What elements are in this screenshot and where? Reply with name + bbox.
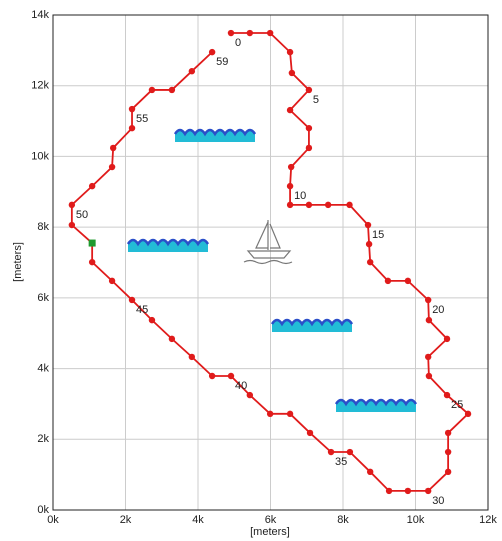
point xyxy=(365,222,371,228)
point-label: 15 xyxy=(372,229,384,241)
point xyxy=(426,373,432,379)
point-label: 35 xyxy=(335,456,347,468)
point xyxy=(385,278,391,284)
point xyxy=(267,411,273,417)
current-position xyxy=(89,240,96,247)
x-tick-label: 6k xyxy=(265,514,277,526)
y-tick-label: 4k xyxy=(37,362,49,374)
point xyxy=(209,373,215,379)
point xyxy=(445,449,451,455)
point xyxy=(209,49,215,55)
point xyxy=(109,278,115,284)
point xyxy=(129,125,135,131)
point xyxy=(444,336,450,342)
point xyxy=(287,202,293,208)
point-label: 50 xyxy=(76,209,88,221)
x-tick-label: 8k xyxy=(337,514,349,526)
point xyxy=(129,297,135,303)
point xyxy=(247,392,253,398)
y-tick-label: 14k xyxy=(31,9,49,21)
point xyxy=(347,449,353,455)
chart: [meters] [meters] 0k 2k 4k 6k 8k 10k 12k 0k 2k 4k… xyxy=(0,0,502,541)
y-axis-label: [meters] xyxy=(12,242,24,282)
point xyxy=(425,354,431,360)
point-label: 25 xyxy=(451,399,463,411)
point xyxy=(228,30,234,36)
point xyxy=(325,202,331,208)
water-icon xyxy=(272,320,352,332)
point xyxy=(465,411,471,417)
point-label: 59 xyxy=(216,56,228,68)
point xyxy=(287,107,293,113)
point xyxy=(289,70,295,76)
point xyxy=(267,30,273,36)
point-label: 10 xyxy=(294,190,306,202)
point xyxy=(288,164,294,170)
y-tick-label: 8k xyxy=(37,221,49,233)
y-tick-label: 0k xyxy=(37,504,49,516)
point xyxy=(367,469,373,475)
point xyxy=(445,469,451,475)
point xyxy=(306,125,312,131)
point xyxy=(425,488,431,494)
water-icon xyxy=(175,130,255,142)
point xyxy=(169,336,175,342)
point xyxy=(405,278,411,284)
point xyxy=(426,317,432,323)
y-tick-label: 12k xyxy=(31,80,49,92)
point xyxy=(346,202,352,208)
x-axis-label: [meters] xyxy=(250,526,290,538)
point xyxy=(367,259,373,265)
y-tick-label: 10k xyxy=(31,150,49,162)
point xyxy=(306,145,312,151)
point-label: 30 xyxy=(432,495,444,507)
point xyxy=(129,106,135,112)
point xyxy=(169,87,175,93)
x-tick-label: 0k xyxy=(47,514,59,526)
water-icon xyxy=(128,240,208,252)
point-label: 45 xyxy=(136,304,148,316)
point-label: 40 xyxy=(235,380,247,392)
water-icon xyxy=(336,400,416,412)
point xyxy=(425,297,431,303)
point xyxy=(228,373,234,379)
sailboat-icon xyxy=(244,220,292,264)
point xyxy=(386,488,392,494)
y-tick-label: 2k xyxy=(37,433,49,445)
point-label: 5 xyxy=(313,94,319,106)
point xyxy=(149,87,155,93)
point xyxy=(405,488,411,494)
point xyxy=(89,183,95,189)
point xyxy=(307,430,313,436)
x-tick-label: 4k xyxy=(192,514,204,526)
point xyxy=(69,202,75,208)
point xyxy=(306,87,312,93)
point xyxy=(445,430,451,436)
point xyxy=(247,30,253,36)
point xyxy=(287,49,293,55)
point xyxy=(444,392,450,398)
point xyxy=(189,68,195,74)
point xyxy=(89,259,95,265)
point xyxy=(328,449,334,455)
route-line xyxy=(72,33,468,491)
point xyxy=(109,164,115,170)
point xyxy=(366,241,372,247)
point xyxy=(69,222,75,228)
point xyxy=(110,145,116,151)
point xyxy=(287,183,293,189)
x-tick-label: 10k xyxy=(407,514,425,526)
point xyxy=(189,354,195,360)
point xyxy=(149,317,155,323)
x-tick-label: 12k xyxy=(479,514,497,526)
point-label: 55 xyxy=(136,113,148,125)
point xyxy=(306,202,312,208)
plot-area xyxy=(53,15,488,510)
point-label: 0 xyxy=(235,37,241,49)
x-tick-label: 2k xyxy=(120,514,132,526)
point xyxy=(287,411,293,417)
point-label: 20 xyxy=(432,304,444,316)
y-tick-label: 6k xyxy=(37,292,49,304)
